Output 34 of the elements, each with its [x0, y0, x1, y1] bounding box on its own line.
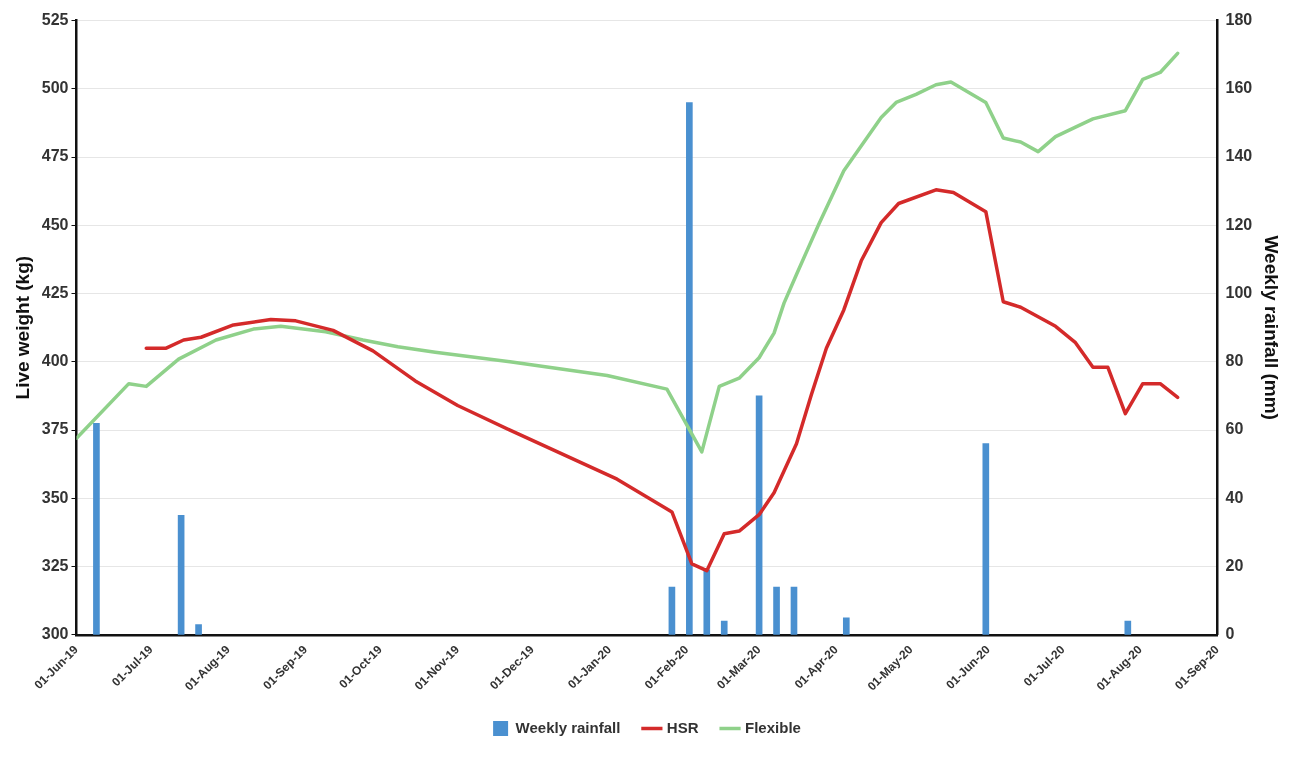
y-tick-label: 325 [41, 556, 69, 574]
legend-label: HSR [666, 718, 699, 736]
y-axis-title: Live weight (kg) [11, 255, 33, 400]
y-tick-label: 425 [41, 283, 69, 301]
y2-tick-label: 60 [1225, 420, 1244, 438]
y-tick-label: 400 [41, 352, 69, 370]
y-tick-label: 375 [41, 420, 69, 438]
bar [195, 624, 202, 635]
y2-tick-label: 80 [1225, 352, 1244, 370]
y-tick-label: 300 [41, 625, 69, 643]
y2-axis-title: Weekly rainfall (mm) [1261, 235, 1283, 420]
bar [842, 617, 850, 635]
bar [686, 102, 693, 635]
y-tick-label: 525 [41, 11, 69, 29]
y2-tick-label: 40 [1225, 488, 1244, 506]
y-tick-label: 500 [41, 79, 69, 97]
y-tick-label: 450 [41, 215, 69, 233]
bar [1124, 620, 1132, 635]
y2-tick-label: 120 [1225, 215, 1253, 233]
bar [773, 586, 780, 635]
bar [982, 443, 990, 635]
y2-tick-label: 180 [1225, 11, 1253, 29]
y-tick-label: 475 [41, 147, 69, 165]
legend-label: Weekly rainfall [515, 718, 621, 736]
y2-tick-label: 100 [1225, 283, 1253, 301]
y2-tick-label: 160 [1225, 79, 1253, 97]
y-tick-label: 350 [41, 488, 69, 506]
y2-tick-label: 0 [1225, 625, 1235, 643]
legend-label: Flexible [745, 718, 801, 736]
y2-tick-label: 20 [1225, 556, 1244, 574]
y2-tick-label: 140 [1225, 147, 1253, 165]
bar [93, 422, 100, 635]
bar [703, 569, 711, 635]
bar [720, 620, 728, 635]
